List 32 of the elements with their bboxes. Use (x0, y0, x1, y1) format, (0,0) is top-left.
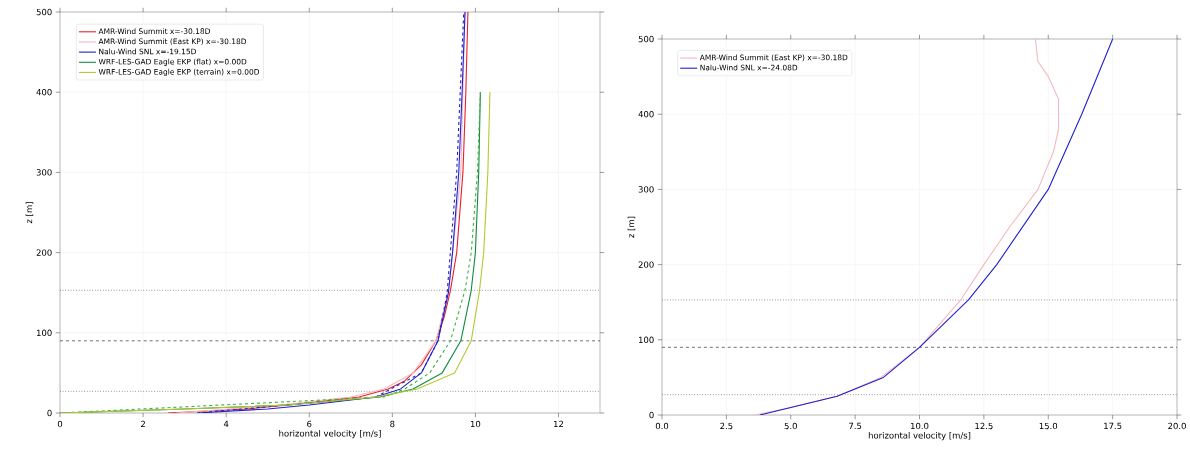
x-tick-label: 12.5 (975, 422, 993, 430)
y-tick-label: 200 (36, 249, 52, 256)
y-tick-label: 500 (638, 35, 654, 43)
y-tick-label: 400 (638, 111, 654, 118)
y-tick-label: 500 (36, 8, 52, 16)
y-tick-label: 100 (37, 329, 52, 337)
x-axis-title: horizontal velocity [m/s] (279, 430, 381, 439)
y-tick-label: 200 (638, 261, 654, 268)
y-tick-label: 300 (36, 169, 52, 176)
x-tick-label: 0.0 (655, 422, 669, 430)
x-tick-label: 2.5 (720, 422, 733, 430)
x-tick-label: 12 (554, 420, 564, 428)
x-tick-label: 20.0 (1168, 422, 1186, 430)
y-tick-label: 0 (47, 409, 52, 417)
x-tick-label: 17.5 (1104, 422, 1122, 430)
x-tick-label: 6 (307, 420, 312, 428)
x-tick-label: 2 (141, 420, 145, 428)
y-tick-label: 300 (638, 186, 654, 193)
y-axis-title: z [m] (627, 216, 636, 238)
x-tick-label: 5.0 (784, 422, 797, 430)
x-tick-label: 7.5 (849, 422, 862, 430)
x-tick-label: 10.0 (911, 422, 929, 430)
x-tick-label: 15.0 (1039, 422, 1058, 430)
x-tick-label: 0 (57, 420, 63, 428)
x-tick-label: 4 (223, 420, 229, 427)
x-tick-label: 8 (390, 420, 395, 428)
y-tick-label: 400 (36, 89, 52, 96)
y-axis-title: z [m] (25, 202, 34, 224)
x-axis-title: horizontal velocity [m/s] (868, 432, 971, 441)
x-tick-label: 10 (470, 420, 481, 428)
y-tick-label: 100 (639, 336, 654, 344)
y-tick-label: 0 (649, 411, 654, 419)
